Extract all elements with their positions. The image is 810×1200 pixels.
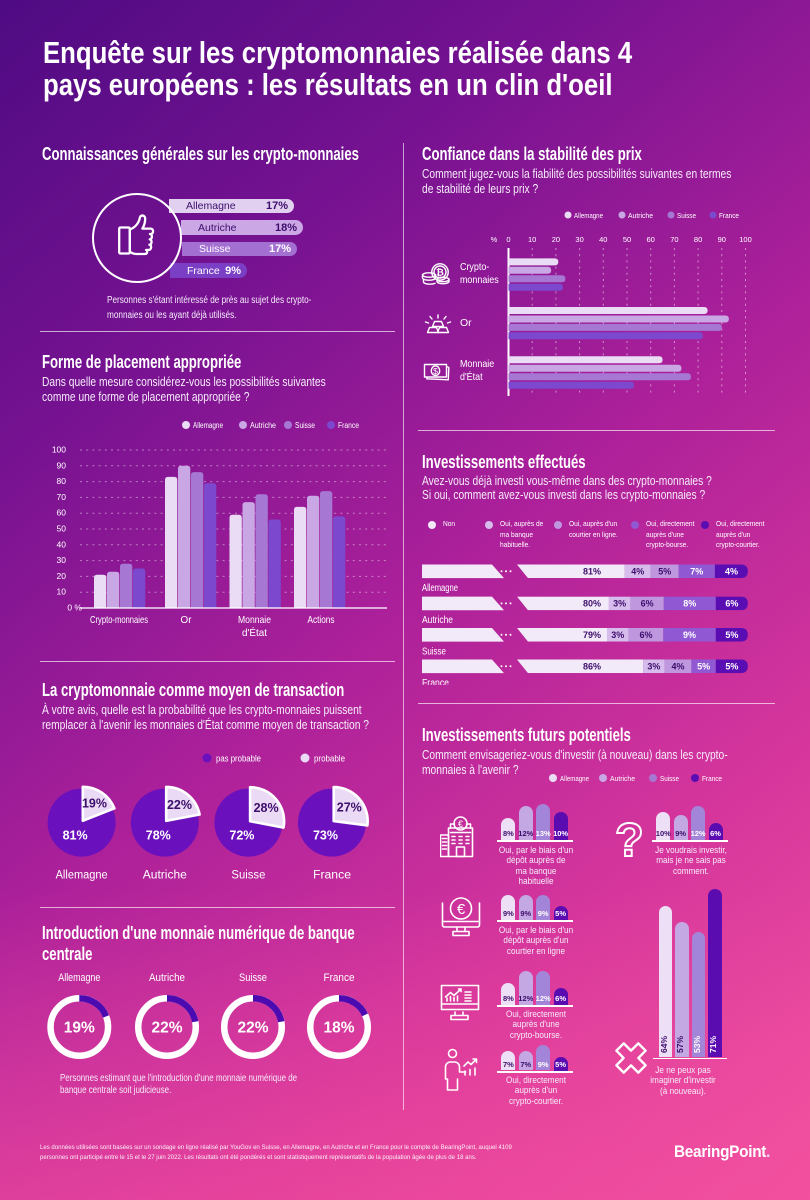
svg-text:20: 20 [57,571,67,581]
svg-text:$: $ [433,366,438,376]
svg-text:100: 100 [52,445,66,455]
svg-text:80: 80 [694,235,702,244]
svg-text:Autriche: Autriche [143,870,187,882]
svg-text:81%: 81% [583,566,601,576]
svg-text:Allemagne: Allemagne [56,870,108,882]
svg-text:Autriche: Autriche [422,615,453,626]
svg-text:3%: 3% [613,598,626,608]
svg-text:France: France [702,774,722,783]
svg-text:60: 60 [647,235,655,244]
svg-text:78%: 78% [146,829,171,843]
svg-text:Suisse: Suisse [231,870,265,882]
svg-text:9%: 9% [683,630,696,640]
svg-text:27%: 27% [337,800,362,814]
svg-text:Autriche: Autriche [149,972,185,984]
svg-text:Autriche: Autriche [610,774,635,783]
svg-text:Allemagne: Allemagne [193,421,223,430]
svg-text:90: 90 [718,235,726,244]
svg-text:22%: 22% [167,798,192,812]
svg-text:70: 70 [57,492,67,502]
svg-text:19%: 19% [82,797,107,811]
svg-text:Allemagne: Allemagne [574,211,603,220]
svg-text:6%: 6% [725,598,738,608]
svg-text:France: France [338,421,359,430]
svg-text:Suisse: Suisse [660,774,679,783]
svg-text:4%: 4% [725,566,738,576]
svg-text:73%: 73% [313,829,338,843]
svg-text:86%: 86% [583,661,601,671]
svg-text:₿: ₿ [436,267,444,278]
svg-text:7%: 7% [690,566,703,576]
svg-text:€: € [457,901,466,918]
svg-text:0: 0 [506,235,510,244]
svg-text:Allemagne: Allemagne [58,972,100,984]
svg-text:60: 60 [57,508,67,518]
svg-text:Allemagne: Allemagne [560,774,589,783]
svg-text:6%: 6% [641,598,654,608]
svg-text:5%: 5% [725,630,738,640]
svg-text:28%: 28% [254,801,279,815]
svg-text:France: France [719,211,739,220]
svg-text:22%: 22% [237,1020,268,1037]
svg-text:5%: 5% [697,661,710,671]
svg-text:Actions: Actions [308,614,335,626]
svg-text:10: 10 [528,235,536,244]
svg-text:50: 50 [623,235,631,244]
svg-text:%: % [491,235,498,244]
svg-text:79%: 79% [583,630,601,640]
svg-text:Autriche: Autriche [628,211,653,220]
svg-text:Monnaie: Monnaie [238,614,271,626]
svg-text:20: 20 [552,235,560,244]
svg-text:pas probable: pas probable [216,754,261,765]
svg-text:80: 80 [57,476,67,486]
svg-text:10: 10 [57,587,67,597]
svg-text:0 %: 0 % [67,603,82,613]
svg-text:d'État: d'État [242,626,267,639]
svg-text:Suisse: Suisse [295,421,315,430]
svg-text:80%: 80% [583,598,601,608]
svg-text:40: 40 [599,235,607,244]
svg-text:Allemagne: Allemagne [422,583,458,594]
svg-text:4%: 4% [671,661,684,671]
svg-text:90: 90 [57,460,67,470]
svg-text:Crypto-monnaies: Crypto-monnaies [90,614,148,626]
svg-text:8%: 8% [683,598,696,608]
svg-text:3%: 3% [647,661,660,671]
svg-text:81%: 81% [63,829,88,843]
svg-text:Suisse: Suisse [677,211,696,220]
svg-text:18%: 18% [323,1020,354,1037]
svg-text:Suisse: Suisse [422,647,446,658]
svg-text:Suisse: Suisse [239,972,267,984]
svg-text:5%: 5% [658,566,671,576]
svg-text:Or: Or [181,614,192,626]
svg-text:France: France [313,870,351,882]
svg-text:France: France [422,678,449,685]
svg-text:Autriche: Autriche [250,421,276,430]
svg-text:30: 30 [57,555,67,565]
svg-text:30: 30 [575,235,583,244]
svg-text:5%: 5% [725,661,738,671]
svg-text:?: ? [615,820,644,866]
svg-text:22%: 22% [151,1020,182,1037]
svg-text:50: 50 [57,524,67,534]
svg-text:4%: 4% [631,566,644,576]
svg-text:40: 40 [57,539,67,549]
svg-text:3%: 3% [611,630,624,640]
svg-text:France: France [324,972,355,984]
svg-text:70: 70 [670,235,678,244]
svg-text:6%: 6% [639,630,652,640]
svg-text:probable: probable [314,754,345,765]
svg-text:100: 100 [739,235,752,244]
svg-text:€: € [458,819,463,829]
svg-text:72%: 72% [229,829,254,843]
svg-text:19%: 19% [64,1020,95,1037]
